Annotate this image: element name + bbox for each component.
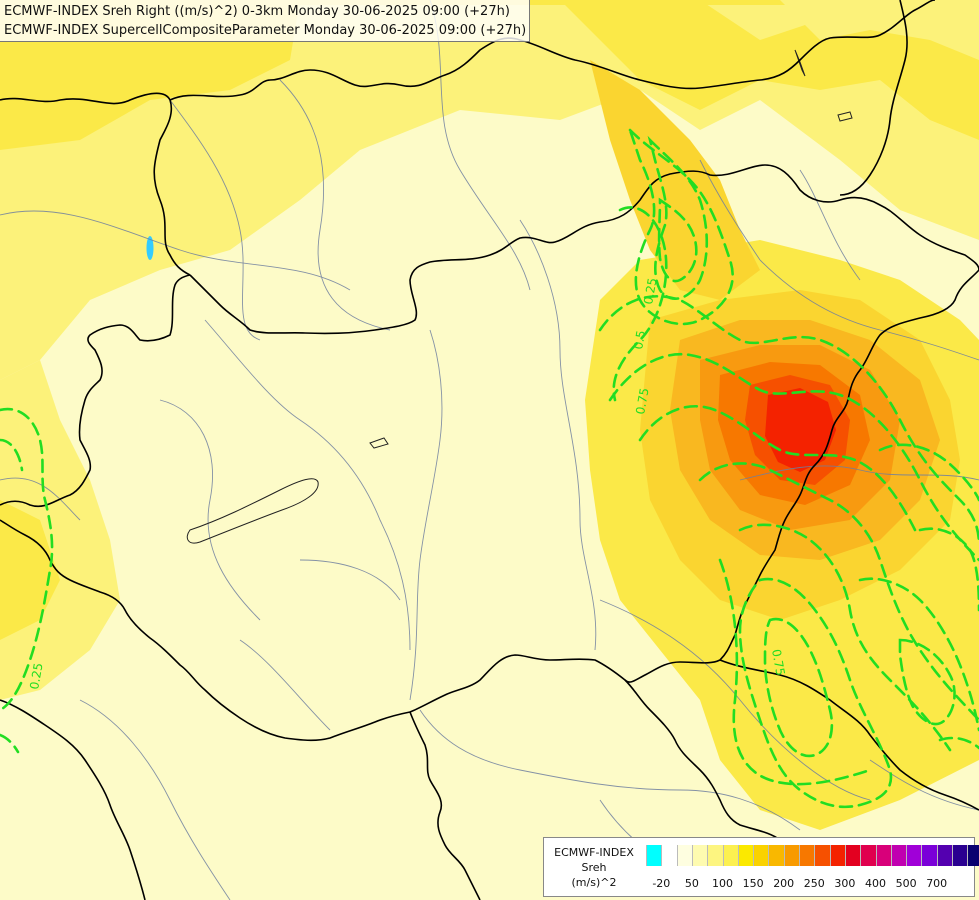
legend-swatch <box>829 845 846 866</box>
lake-outline-north <box>794 49 806 77</box>
legend-swatch <box>844 845 861 866</box>
legend-tick-label: 200 <box>773 877 795 890</box>
color-legend: ECMWF-INDEX Sreh (m/s)^2 -20 50 100 150 200 2… <box>543 837 979 897</box>
legend-swatch <box>799 845 815 866</box>
legend-swatch <box>814 845 831 866</box>
legend-swatch <box>691 845 708 866</box>
legend-swatch <box>661 845 678 866</box>
contour-label-075-north: 0.75 <box>633 387 651 416</box>
contour-label-025-west: 0.25 <box>27 662 45 691</box>
title-line-scp: ECMWF-INDEX SupercellCompositeParameter … <box>4 23 527 38</box>
legend-swatch <box>722 845 739 866</box>
legend-swatch <box>707 845 724 866</box>
legend-swatch <box>753 845 770 866</box>
legend-tick-label: 150 <box>742 877 764 890</box>
legend-tick-label: 400 <box>865 877 886 890</box>
legend-swatch <box>783 845 800 866</box>
map-title-box: ECMWF-INDEX Sreh Right ((m/s)^2) 0-3km M… <box>0 0 530 42</box>
legend-tick-label: 50 <box>684 877 699 890</box>
legend-title-variable: Sreh <box>581 861 607 874</box>
legend-swatch <box>952 845 968 866</box>
contour-label-025-north: 0.25 <box>641 277 659 306</box>
lake-outline-ne <box>837 111 853 122</box>
legend-swatch <box>768 845 785 866</box>
legend-tick-label: 500 <box>895 877 917 890</box>
scp-contours <box>0 129 979 809</box>
contour-label-05: 0.5 <box>631 329 648 350</box>
legend-swatch <box>906 845 923 866</box>
legend-swatch <box>676 845 693 866</box>
negative-sreh-spot <box>146 236 154 260</box>
scp-contour-labels: 0.25 0.25 0.5 0.75 0.75 <box>27 277 787 691</box>
legend-title-source: ECMWF-INDEX <box>554 846 634 859</box>
legend-swatch <box>737 845 754 866</box>
legend-tick-label: 300 <box>834 877 856 890</box>
legend-swatch <box>860 845 877 866</box>
legend-swatch <box>936 845 953 866</box>
legend-tick-label: 700 <box>926 877 948 890</box>
legend-swatch <box>646 845 662 866</box>
legend-title-unit: (m/s)^2 <box>571 876 617 889</box>
legend-swatch <box>921 845 938 866</box>
legend-swatch <box>875 845 892 866</box>
contour-label-075-south: 0.75 <box>769 648 787 677</box>
legend-swatch <box>890 845 907 866</box>
lake-outline-small <box>369 437 389 449</box>
legend-tick-label: -20 <box>652 877 671 890</box>
lake-outline <box>186 478 319 544</box>
legend-tick-label: 100 <box>712 877 733 890</box>
legend-tick-label: 250 <box>803 877 825 890</box>
title-line-sreh: ECMWF-INDEX Sreh Right ((m/s)^2) 0-3km M… <box>4 4 510 19</box>
legend-swatch <box>967 845 979 866</box>
legend-title: ECMWF-INDEX Sreh (m/s)^2 <box>548 845 640 890</box>
